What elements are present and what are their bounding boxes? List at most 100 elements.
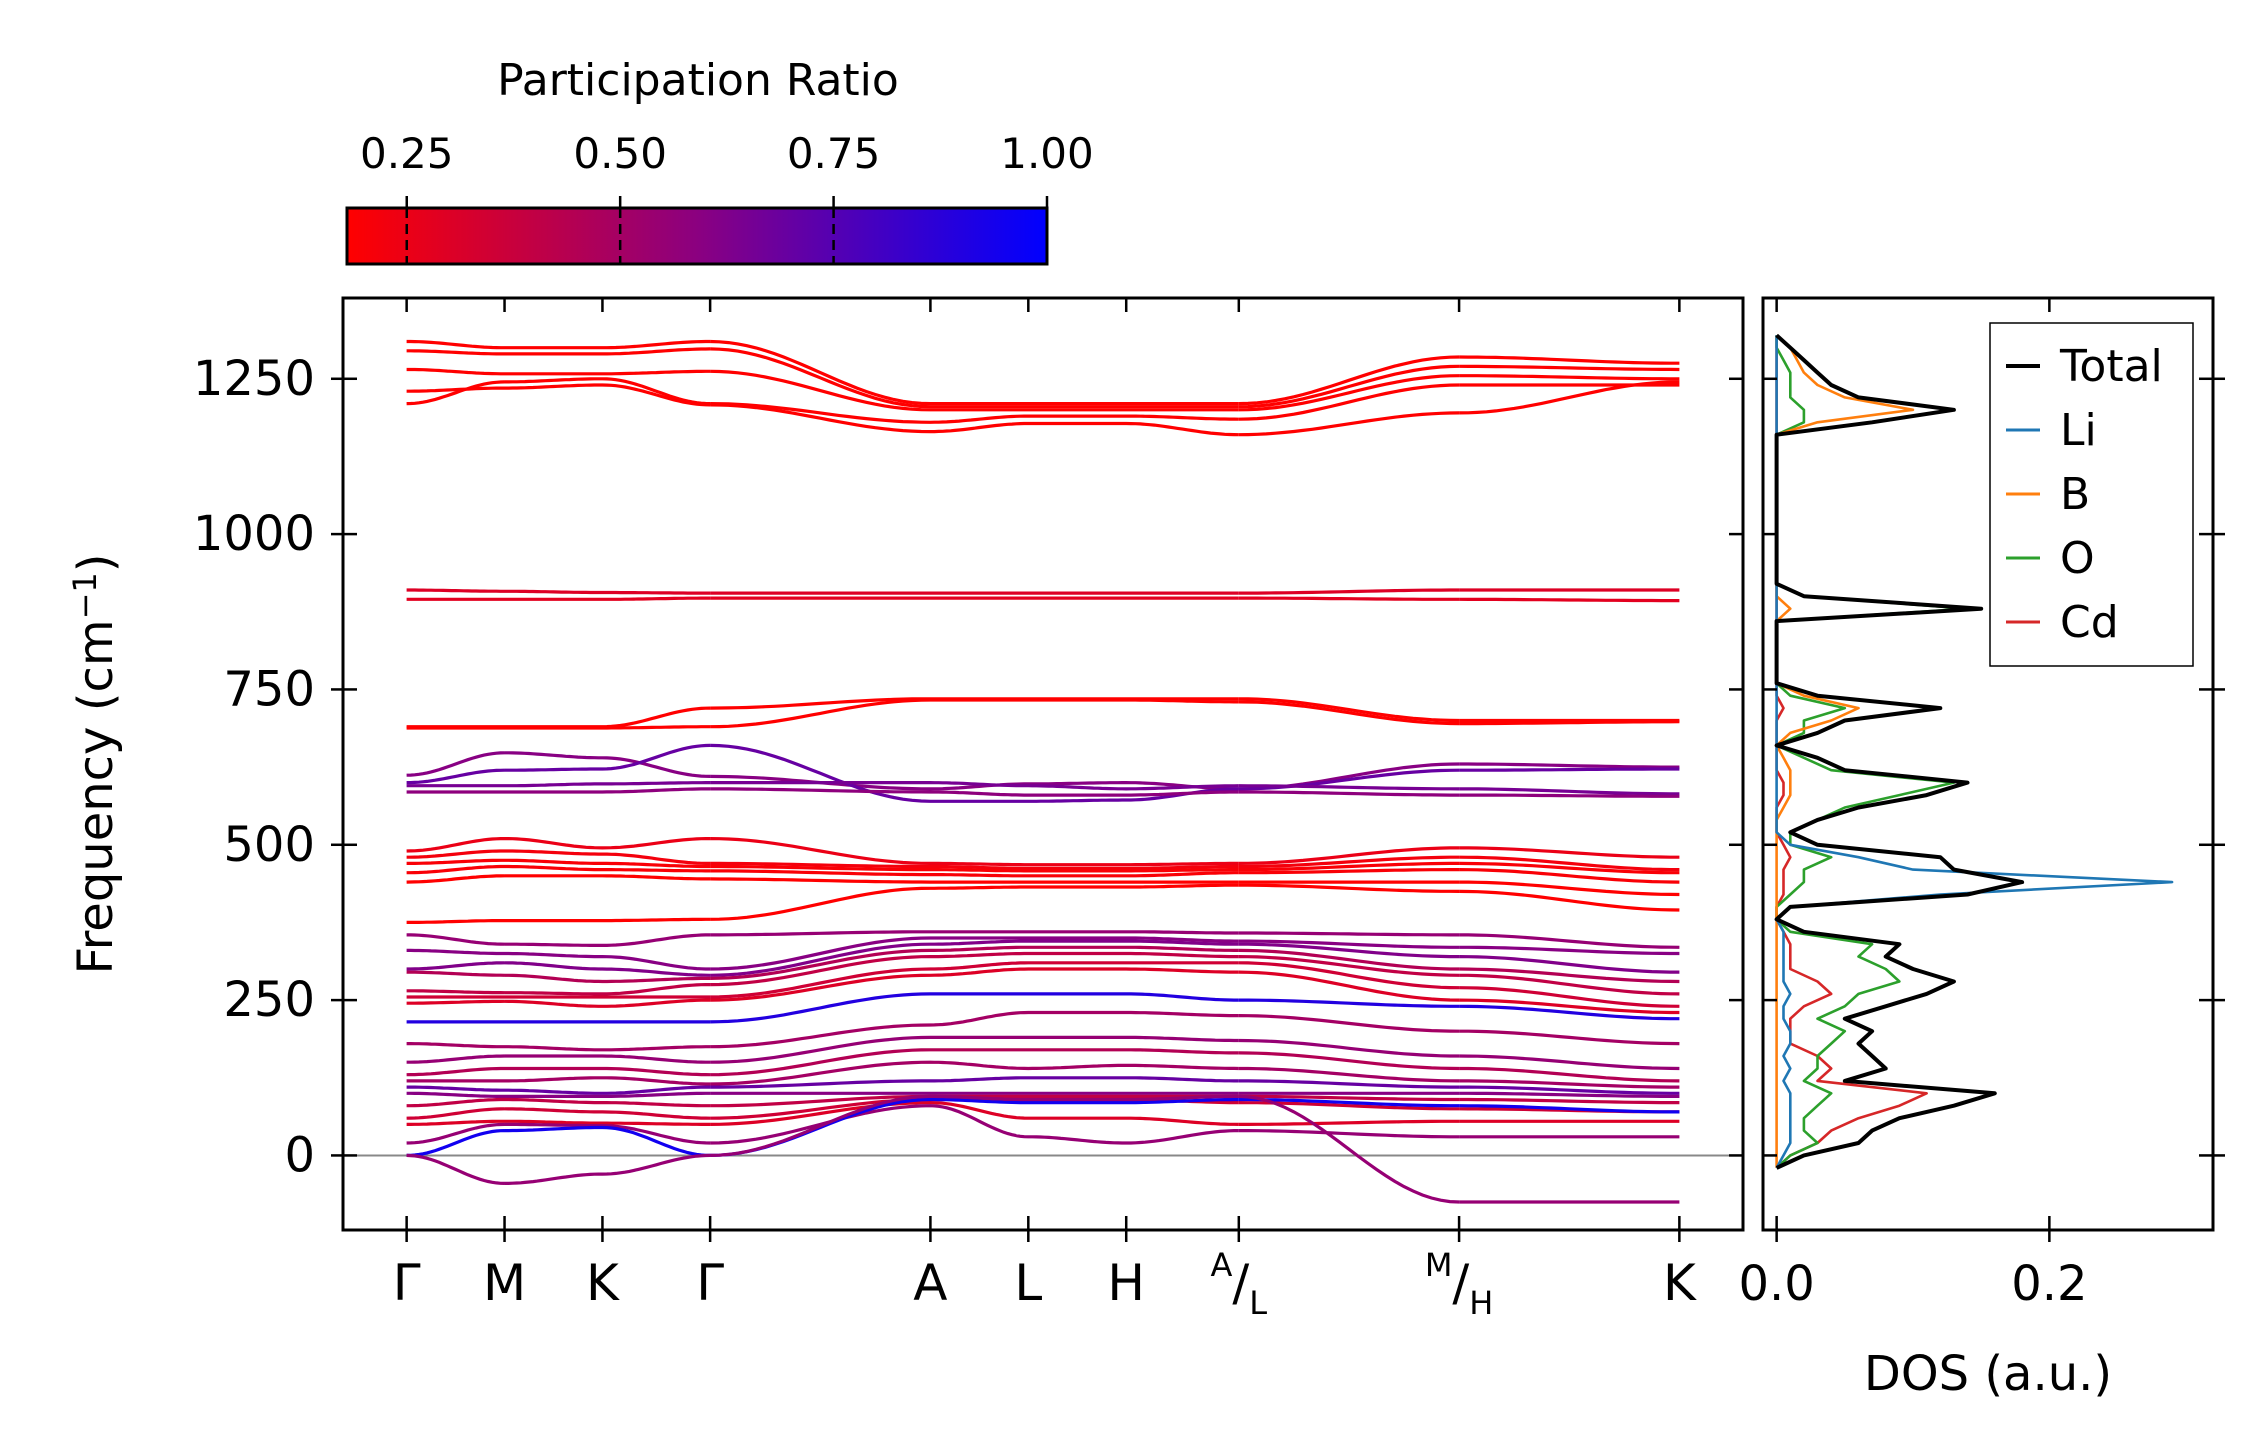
band-line bbox=[406, 1119, 505, 1126]
band-line bbox=[406, 386, 505, 393]
ytick-label: 1000 bbox=[193, 506, 315, 562]
band-line bbox=[710, 1060, 1239, 1086]
band-line bbox=[504, 983, 711, 996]
band-line bbox=[504, 596, 711, 601]
band-line bbox=[406, 961, 505, 971]
band-line bbox=[1238, 846, 1460, 865]
band-line bbox=[710, 961, 1239, 999]
band-line bbox=[406, 751, 505, 777]
band-line bbox=[1238, 861, 1460, 872]
band-line bbox=[1459, 767, 1680, 772]
band-line bbox=[710, 1094, 1239, 1108]
band-line bbox=[710, 402, 1239, 424]
band-line bbox=[406, 1066, 505, 1077]
band-line bbox=[1459, 720, 1680, 726]
legend-label-li: Li bbox=[2060, 405, 2097, 456]
phonon-bands bbox=[406, 339, 1680, 1204]
band-line bbox=[710, 877, 1239, 884]
band-line bbox=[1238, 364, 1460, 409]
band-line bbox=[1459, 1091, 1680, 1098]
band-line bbox=[1238, 955, 1460, 977]
band-line bbox=[504, 874, 711, 881]
band-line bbox=[1238, 596, 1460, 601]
band-line bbox=[1238, 855, 1460, 869]
band-line bbox=[1459, 1104, 1680, 1114]
band-line bbox=[710, 1076, 1239, 1089]
band-line bbox=[1459, 1029, 1680, 1046]
kpoint-label: K bbox=[586, 1254, 620, 1312]
band-line bbox=[504, 1107, 711, 1120]
band-line bbox=[504, 858, 711, 869]
band-line bbox=[504, 849, 711, 865]
band-line bbox=[1238, 1038, 1460, 1058]
band-line bbox=[1238, 1129, 1460, 1139]
band-line bbox=[504, 1066, 711, 1077]
band-line bbox=[1459, 861, 1680, 875]
band-line bbox=[1459, 1004, 1680, 1021]
band-line bbox=[1459, 787, 1680, 796]
legend-label-total: Total bbox=[2059, 341, 2163, 392]
kpoint-label-sub: H bbox=[1469, 1284, 1493, 1322]
band-line bbox=[710, 369, 1239, 412]
band-line bbox=[406, 858, 505, 865]
band-line bbox=[504, 917, 711, 923]
kpoint-label-combined: A/L bbox=[1211, 1246, 1268, 1322]
band-line bbox=[406, 874, 505, 884]
band-line bbox=[504, 743, 711, 772]
frequency-axis-label: Frequency (cm−1) bbox=[66, 553, 124, 974]
band-line bbox=[710, 861, 1239, 870]
band-line bbox=[710, 403, 1239, 437]
band-line bbox=[1238, 998, 1460, 1008]
kpoint-label: Γ bbox=[696, 1254, 724, 1312]
band-line bbox=[1459, 374, 1680, 381]
band-line bbox=[504, 339, 711, 350]
band-line bbox=[710, 347, 1239, 409]
ylabel-close: ) bbox=[68, 553, 124, 572]
band-line bbox=[406, 989, 505, 995]
legend-items: Total Li BO Cd bbox=[2006, 341, 2163, 648]
legend-label-b: B bbox=[2060, 469, 2090, 520]
kpoint-label-sup: A bbox=[1211, 1246, 1233, 1284]
band-line bbox=[1459, 762, 1680, 769]
band-line bbox=[504, 725, 711, 730]
band-line bbox=[710, 787, 1239, 797]
band-line bbox=[710, 864, 1239, 873]
band-line bbox=[710, 1094, 1239, 1157]
band-line bbox=[406, 1042, 505, 1049]
band-line bbox=[1238, 374, 1460, 412]
band-line bbox=[1238, 868, 1460, 875]
band-line bbox=[1238, 790, 1460, 797]
dos-xtick-label: 0.0 bbox=[1738, 1256, 1814, 1312]
band-line bbox=[504, 787, 711, 794]
band-line bbox=[1238, 697, 1460, 723]
band-line bbox=[406, 1122, 505, 1145]
ytick-label: 0 bbox=[284, 1127, 315, 1183]
band-line bbox=[504, 864, 711, 873]
band-line bbox=[710, 837, 1239, 867]
band-line bbox=[504, 369, 711, 376]
band-line bbox=[504, 751, 711, 778]
kpoint-label-sub: L bbox=[1249, 1284, 1267, 1322]
band-line bbox=[1459, 1097, 1680, 1105]
band-line bbox=[504, 589, 711, 595]
colorbar-tick-label: 0.50 bbox=[573, 129, 667, 178]
band-line bbox=[710, 992, 1239, 1024]
kpoint-label: M bbox=[483, 1254, 526, 1312]
band-line bbox=[710, 939, 1239, 977]
colorbar: Participation Ratio 0.25 0.50 0.75 1.00 bbox=[345, 55, 1094, 266]
ytick-label: 250 bbox=[223, 972, 315, 1028]
ylabel-main: Frequency (cm bbox=[68, 619, 124, 974]
band-line bbox=[1238, 970, 1460, 1002]
band-line bbox=[1459, 380, 1680, 415]
kpoint-label: K bbox=[1663, 1254, 1697, 1312]
colorbar-gradient bbox=[345, 206, 1049, 266]
band-line bbox=[1238, 948, 1460, 971]
band-line bbox=[406, 948, 505, 956]
ytick-label: 750 bbox=[223, 661, 315, 717]
band-line bbox=[406, 919, 505, 924]
band-line bbox=[1238, 700, 1460, 726]
ytick-label: 500 bbox=[223, 817, 315, 873]
kpoint-label-slash: / bbox=[1452, 1254, 1469, 1312]
band-line bbox=[406, 970, 505, 977]
